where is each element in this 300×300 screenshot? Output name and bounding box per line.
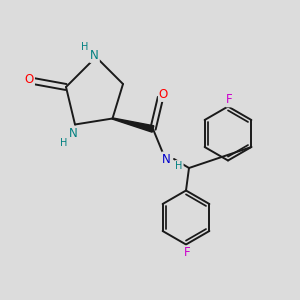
- Text: F: F: [226, 93, 233, 106]
- Text: N: N: [162, 152, 171, 166]
- Text: N: N: [69, 127, 78, 140]
- Text: F: F: [184, 246, 191, 260]
- Text: H: H: [81, 41, 88, 52]
- Text: O: O: [25, 73, 34, 86]
- Text: H: H: [176, 161, 183, 171]
- Text: O: O: [159, 88, 168, 101]
- Polygon shape: [112, 118, 154, 132]
- Text: N: N: [90, 49, 99, 62]
- Text: H: H: [60, 137, 67, 148]
